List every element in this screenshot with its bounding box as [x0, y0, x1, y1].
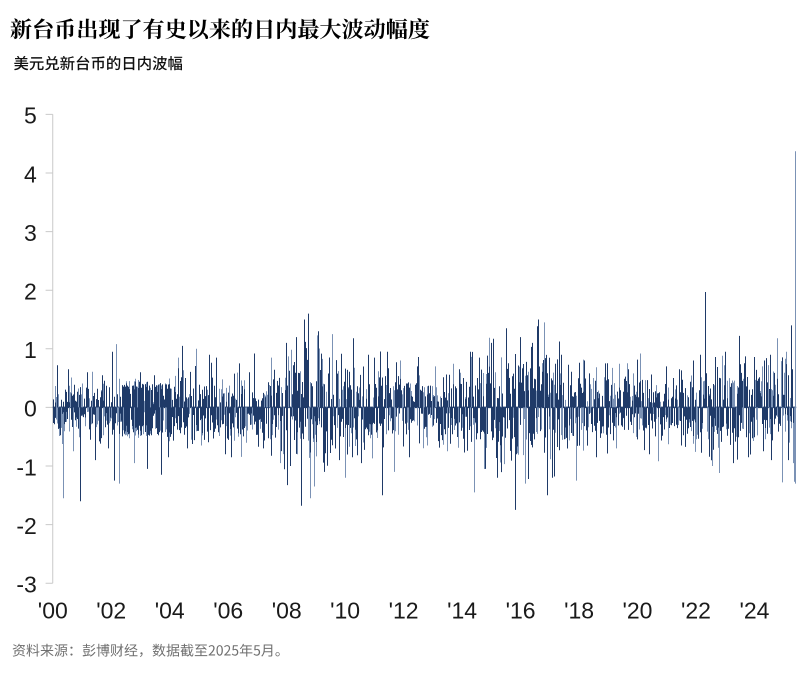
svg-text:3: 3: [24, 220, 37, 246]
svg-text:0: 0: [24, 396, 37, 422]
svg-text:2: 2: [24, 279, 37, 305]
svg-text:'04: '04: [155, 597, 185, 623]
svg-text:'08: '08: [272, 597, 302, 623]
svg-text:'14: '14: [447, 597, 477, 623]
svg-text:-2: -2: [16, 513, 36, 539]
svg-text:-1: -1: [16, 454, 36, 480]
svg-text:'00: '00: [38, 597, 68, 623]
svg-text:'18: '18: [564, 597, 594, 623]
svg-text:'10: '10: [330, 597, 360, 623]
svg-text:5: 5: [24, 103, 37, 129]
svg-text:-3: -3: [16, 572, 36, 598]
svg-text:'06: '06: [213, 597, 243, 623]
svg-text:'12: '12: [389, 597, 419, 623]
svg-text:'20: '20: [623, 597, 653, 623]
svg-text:1: 1: [24, 337, 37, 363]
svg-text:'22: '22: [681, 597, 711, 623]
svg-text:'16: '16: [506, 597, 536, 623]
svg-text:'24: '24: [740, 597, 770, 623]
svg-text:'02: '02: [96, 597, 126, 623]
svg-text:4: 4: [24, 161, 37, 187]
